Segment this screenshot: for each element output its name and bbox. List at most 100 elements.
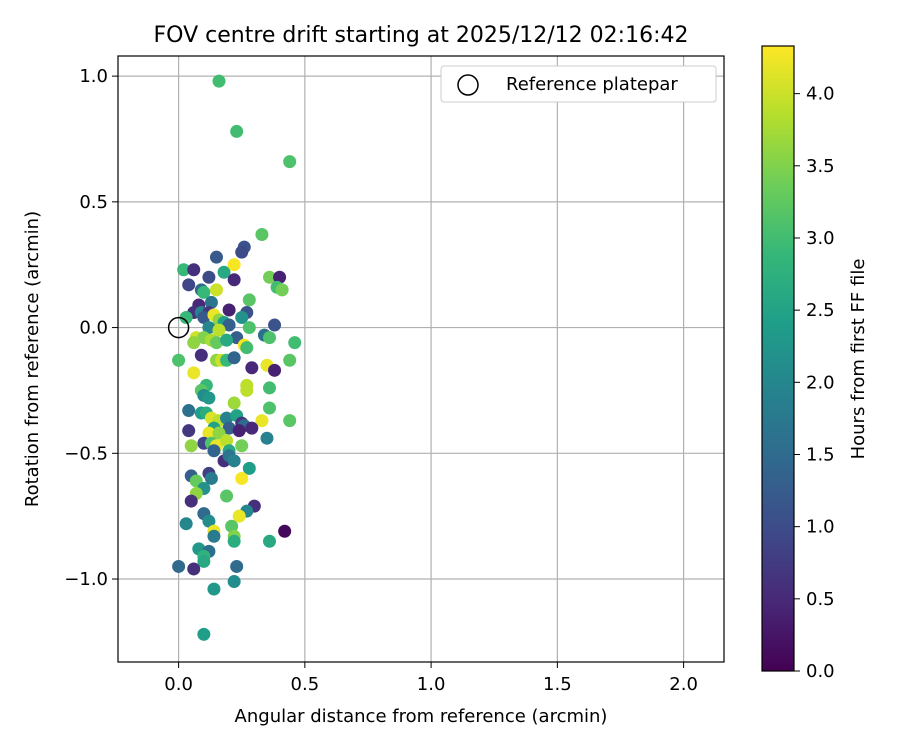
data-point xyxy=(220,434,234,448)
data-point xyxy=(187,336,201,350)
plot-frame xyxy=(117,55,725,663)
data-point xyxy=(227,575,241,589)
colorbar-tick-label: 2.5 xyxy=(806,300,835,321)
data-point xyxy=(263,534,276,548)
data-point xyxy=(242,293,256,307)
data-point xyxy=(220,333,234,347)
y-axis-ticks: 1.0 0.5 0.0 −0.5 −1.0 xyxy=(64,66,118,590)
data-point xyxy=(242,461,256,475)
data-point xyxy=(184,494,198,508)
data-point xyxy=(182,424,196,438)
data-point xyxy=(207,529,221,543)
data-point xyxy=(212,74,226,88)
data-point xyxy=(197,554,211,568)
data-point xyxy=(225,519,239,533)
data-point xyxy=(245,361,259,375)
data-point xyxy=(227,258,241,272)
data-point xyxy=(172,559,186,573)
data-point xyxy=(230,559,244,573)
colorbar: 0.0 0.5 1.0 1.5 2.0 2.5 3.0 3.5 4.0 Hours from f… xyxy=(761,45,869,682)
data-point xyxy=(227,454,241,468)
data-point xyxy=(217,265,231,279)
data-point xyxy=(260,431,274,445)
legend-box xyxy=(440,65,717,103)
data-point xyxy=(235,439,249,453)
data-point xyxy=(255,228,269,242)
legend-marker xyxy=(457,74,479,96)
y-tick-label: −1.0 xyxy=(64,569,108,590)
colorbar-tick-label: 4.0 xyxy=(806,84,835,105)
x-tick-label: 2.0 xyxy=(669,674,698,695)
data-point xyxy=(220,411,234,425)
data-point xyxy=(232,509,246,523)
data-point xyxy=(177,263,191,277)
data-point xyxy=(240,341,254,355)
data-point xyxy=(227,273,241,287)
y-tick-label: 0.0 xyxy=(79,318,108,339)
data-point xyxy=(194,348,208,362)
x-axis-ticks: 0.0 0.5 1.0 1.5 2.0 xyxy=(164,662,698,695)
data-point xyxy=(202,270,216,284)
data-point xyxy=(283,414,297,428)
data-point xyxy=(207,582,221,596)
colorbar-tick-label: 1.5 xyxy=(806,444,835,465)
data-point xyxy=(278,524,292,538)
colorbar-tick-label: 1.0 xyxy=(806,517,835,538)
data-point xyxy=(263,401,276,415)
data-point xyxy=(227,534,241,548)
data-point xyxy=(283,353,297,367)
data-point xyxy=(209,250,223,264)
data-point xyxy=(255,414,269,428)
data-point xyxy=(227,351,241,365)
x-tick-label: 0.0 xyxy=(164,674,193,695)
plot-background xyxy=(118,56,724,662)
legend-label: Reference platepar xyxy=(506,74,678,95)
chart-title: FOV centre drift starting at 2025/12/12 … xyxy=(154,23,689,48)
x-tick-label: 0.5 xyxy=(291,674,320,695)
data-point xyxy=(179,517,193,531)
data-point xyxy=(222,421,236,435)
data-point xyxy=(172,353,186,367)
data-point xyxy=(202,321,216,335)
data-point xyxy=(240,383,254,397)
y-tick-label: 0.5 xyxy=(79,192,108,213)
data-point xyxy=(222,318,236,332)
data-point xyxy=(187,562,201,576)
data-point xyxy=(182,404,196,418)
colorbar-tick-label: 3.0 xyxy=(806,228,835,249)
colorbar-tick-label: 3.5 xyxy=(806,156,835,177)
data-point xyxy=(204,295,218,309)
colorbar-ticks: 0.0 0.5 1.0 1.5 2.0 2.5 3.0 3.5 4.0 xyxy=(794,84,835,682)
data-point xyxy=(227,396,241,410)
data-point xyxy=(273,270,287,284)
x-axis-label: Angular distance from reference (arcmin) xyxy=(235,706,608,727)
colorbar-tick-label: 0.5 xyxy=(806,589,835,610)
data-point xyxy=(197,627,211,641)
data-point xyxy=(202,391,216,405)
data-point xyxy=(235,471,249,485)
data-point xyxy=(263,381,276,395)
colorbar-gradient xyxy=(761,45,795,672)
data-point xyxy=(263,331,276,345)
colorbar-label: Hours from first FF file xyxy=(848,259,869,460)
data-point xyxy=(230,124,244,138)
data-point xyxy=(202,514,216,528)
data-point xyxy=(263,270,276,284)
data-point xyxy=(288,336,302,350)
data-point xyxy=(187,366,201,380)
data-point xyxy=(245,421,259,435)
data-point xyxy=(207,444,221,458)
data-point xyxy=(268,363,282,377)
data-point xyxy=(222,303,236,317)
colorbar-tick-label: 2.0 xyxy=(806,372,835,393)
y-tick-label: 1.0 xyxy=(79,66,108,87)
reference-point-marker xyxy=(167,316,190,339)
data-point xyxy=(275,283,289,297)
data-point xyxy=(235,311,249,325)
data-point xyxy=(242,321,256,335)
legend: Reference platepar xyxy=(440,65,717,103)
y-tick-label: −0.5 xyxy=(64,443,108,464)
data-point xyxy=(212,323,226,337)
data-point xyxy=(209,336,223,350)
